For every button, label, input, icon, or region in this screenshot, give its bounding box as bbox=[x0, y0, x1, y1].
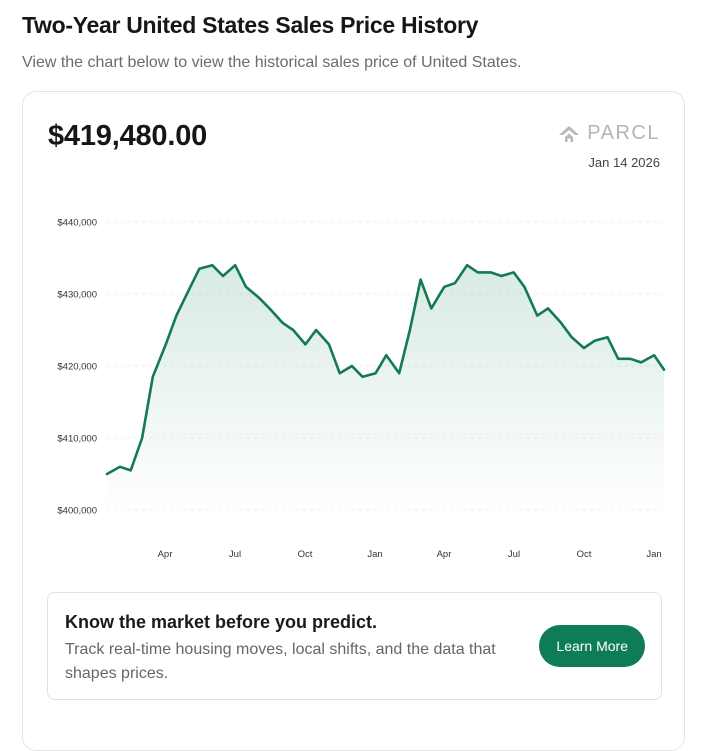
x-tick-label: Jan bbox=[367, 549, 382, 560]
cta-banner: Know the market before you predict. Trac… bbox=[47, 592, 662, 700]
cta-body: Track real-time housing moves, local shi… bbox=[65, 641, 496, 682]
y-tick-label: $400,000 bbox=[57, 506, 97, 517]
x-tick-label: Jul bbox=[229, 549, 241, 560]
learn-more-button[interactable]: Learn More bbox=[539, 625, 645, 667]
page-title: Two-Year United States Sales Price Histo… bbox=[22, 12, 479, 38]
x-tick-label: Jan bbox=[646, 549, 661, 560]
cta-title: Know the market before you predict. bbox=[65, 612, 378, 632]
current-price: $419,480.00 bbox=[48, 120, 208, 152]
series-area bbox=[107, 265, 664, 510]
series-line bbox=[105, 263, 666, 476]
x-tick-label: Oct bbox=[577, 549, 592, 560]
y-tick-label: $410,000 bbox=[57, 434, 97, 445]
price-date: Jan 14 2026 bbox=[588, 155, 660, 170]
x-tick-label: Oct bbox=[298, 549, 313, 560]
price-history-chart: $400,000 $410,000 $420,000 $430,000 $440,000… bbox=[57, 218, 666, 560]
price-history-card: $419,480.00 PARCL Jan 14 2026 $400,000 $4… bbox=[22, 91, 685, 751]
y-tick-label: $420,000 bbox=[57, 362, 97, 373]
parcl-logo: PARCL bbox=[557, 122, 660, 145]
y-tick-label: $430,000 bbox=[57, 290, 97, 301]
page-subtitle: View the chart below to view the histori… bbox=[22, 54, 522, 71]
parcl-logo-icon bbox=[559, 125, 580, 142]
x-tick-label: Apr bbox=[437, 549, 452, 560]
x-tick-label: Jul bbox=[508, 549, 520, 560]
x-tick-label: Apr bbox=[158, 549, 173, 560]
y-tick-label: $440,000 bbox=[57, 218, 97, 229]
parcl-logo-text: PARCL bbox=[587, 122, 660, 144]
